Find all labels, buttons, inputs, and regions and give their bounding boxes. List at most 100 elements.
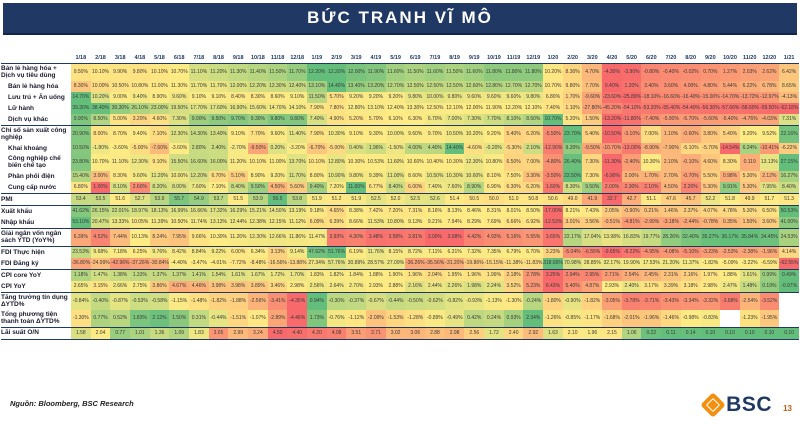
cell: -1.95% xyxy=(759,309,780,328)
cell: 7.31% xyxy=(779,113,799,126)
cell: 9.60% xyxy=(405,125,426,143)
cell: 11.60% xyxy=(464,62,485,81)
cell: 11.00% xyxy=(385,170,406,182)
cell: 53.10% xyxy=(71,216,91,229)
cell: 2.65% xyxy=(71,280,91,293)
cell: 6.00% xyxy=(228,246,249,258)
cell: 1.36 xyxy=(149,327,170,340)
cell: 7.10% xyxy=(149,125,170,143)
cell: 10.20% xyxy=(543,62,563,81)
cell: 1.67% xyxy=(248,269,268,281)
cell: 2.93% xyxy=(602,280,622,293)
cell: 0.21% xyxy=(641,205,662,217)
cell: 2.56 xyxy=(464,327,485,340)
cell: -0.70% xyxy=(680,170,701,182)
cell: 9.40% xyxy=(307,181,327,194)
cell: 56.5 xyxy=(267,193,288,206)
cell: 7.90% xyxy=(307,125,327,143)
cell: 1.20% xyxy=(621,80,642,92)
cell: -0.90% xyxy=(621,205,642,217)
cell: -13.72% xyxy=(739,91,760,103)
cell: 13.98% xyxy=(602,228,622,247)
cell: 5.30% xyxy=(700,181,721,194)
cell: -0.50% xyxy=(405,292,426,310)
cell xyxy=(779,292,799,310)
cell: -0.60% xyxy=(680,125,701,143)
cell: -0.37% xyxy=(346,292,367,310)
cell: 49.9 xyxy=(739,193,760,206)
source-note: Nguồn: Bloomberg, BSC Research xyxy=(10,399,134,408)
cell: 9.20% xyxy=(346,91,367,103)
table-row: CPI core YoY 1.18% 1.47% 1.38% 1.33% 1.37% 1.3… xyxy=(1,269,799,281)
cell: 45.7 xyxy=(680,193,701,206)
cell: -5.90% xyxy=(661,113,681,126)
cell: 7.00% xyxy=(523,153,544,171)
cell: 9.66% xyxy=(189,228,209,247)
cell: -3.52% xyxy=(759,292,780,310)
cell: 36.17% xyxy=(720,228,740,247)
cell: 8.31% xyxy=(484,205,504,217)
cell: -5.00% xyxy=(326,142,347,154)
cell: 8.66% xyxy=(346,216,367,229)
column-header: 1/19 xyxy=(311,55,323,61)
cell: 14.40% xyxy=(326,80,347,92)
cell: 2.62% xyxy=(759,62,780,81)
cell: -54.10% xyxy=(621,102,642,114)
row-label: Nhập khẩu xyxy=(1,216,71,229)
cell: 12.00% xyxy=(464,102,485,114)
cell: -56.30% xyxy=(700,102,721,114)
cell: 1.70% xyxy=(562,91,583,103)
cell: 9.91% xyxy=(720,181,740,194)
cell: 7.40% xyxy=(307,113,327,126)
cell: 7.40% xyxy=(543,102,563,114)
cell: 1.00% xyxy=(90,181,111,194)
cell: 41.62% xyxy=(71,205,91,217)
cell: 3.56% xyxy=(582,216,603,229)
cell: 11.80% xyxy=(503,62,524,81)
cell: -3.20% xyxy=(287,142,308,154)
cell: 12.20% xyxy=(307,62,327,81)
cell: 5.30% xyxy=(739,205,760,217)
cell: 16.99% xyxy=(169,205,190,217)
cell: 53.9 xyxy=(248,193,268,206)
cell: 9.50% xyxy=(71,62,91,81)
cell: 9.80% xyxy=(405,91,426,103)
cell: 6.50% xyxy=(759,205,780,217)
cell: 12.10% xyxy=(523,102,544,114)
cell: 2.10% xyxy=(523,142,544,154)
column-header: 6/20 xyxy=(645,55,657,61)
cell: -3.18% xyxy=(661,216,681,229)
cell: 1.09 xyxy=(169,327,190,340)
cell: -0.44% xyxy=(385,292,406,310)
table-row: Bán lẻ hàng hóa 8.30% 10.00% 10.50% 10.80% 11… xyxy=(1,80,799,92)
cell: 9.70% xyxy=(425,125,445,143)
cell: 5.70% xyxy=(326,91,347,103)
cell: -1.07% xyxy=(248,309,268,328)
cell: 4.60% xyxy=(700,153,721,171)
cell: 9.80% xyxy=(130,62,150,81)
cell: 2.34% xyxy=(523,309,544,328)
cell: 9.70% xyxy=(228,113,249,126)
cell: 13.10% xyxy=(307,80,327,92)
cell: 14.70% xyxy=(71,91,91,103)
cell: -8.90% xyxy=(641,142,662,154)
cell: 10.53% xyxy=(366,153,386,171)
cell: 3.17% xyxy=(641,280,662,293)
cell: 8.24% xyxy=(149,228,170,247)
cell: -15.15% xyxy=(484,257,504,270)
cell: 27.34% xyxy=(307,257,327,270)
table-row: Lữ hành 39.30% 38.40% 30.30% 26.10% 23.00% 19.… xyxy=(1,102,799,114)
cell: 9.20% xyxy=(562,142,583,154)
row-label: CPI YoY xyxy=(1,280,71,293)
cell: 0.99% xyxy=(759,269,780,281)
cell: 10.50% xyxy=(169,216,190,229)
cell: -4.03% xyxy=(759,113,780,126)
cell: 8.10% xyxy=(110,181,131,194)
cell: -57.66% xyxy=(720,102,740,114)
cell: -1.50% xyxy=(385,142,406,154)
row-label: Giải ngân vốn ngân sách YTD (YoY%) xyxy=(1,228,71,247)
cell: -27.80% xyxy=(582,102,603,114)
cell: 32.40% xyxy=(680,228,701,247)
table-row: FDI Thực hiện 23.53% 9.68% 7.18% 6.25% 9.76% 8… xyxy=(1,246,799,258)
cell: -1.13% xyxy=(484,292,504,310)
